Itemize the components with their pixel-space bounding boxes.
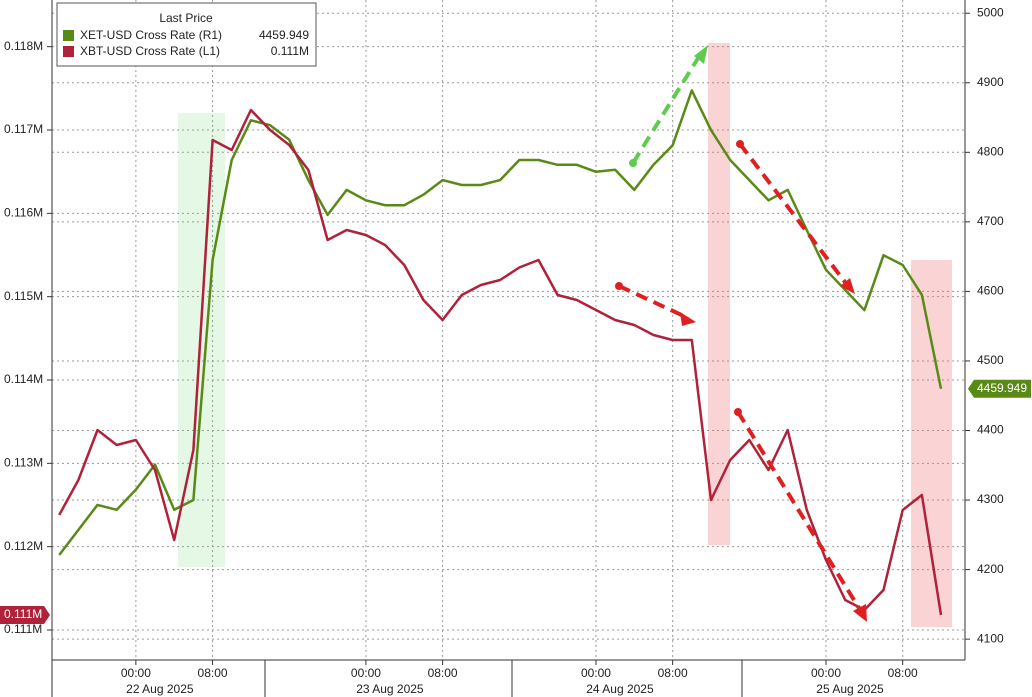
- y2-tick-label: 4900: [977, 75, 1004, 89]
- grid: [52, 0, 965, 660]
- legend: [56, 2, 317, 67]
- axes: 0.111M 0.112M 0.113M 0.114M 0.115M 0.116M 0.11…: [0, 5, 1031, 696]
- x-tick-label: 08:00: [658, 666, 688, 680]
- last-price-label: 4459.949: [977, 381, 1027, 395]
- highlight: [911, 260, 952, 627]
- y-tick-label: 0.118M: [4, 39, 43, 53]
- y2-tick-label: 4200: [977, 562, 1004, 576]
- arrow: [738, 142, 850, 288]
- date-label: 23 Aug 2025: [356, 682, 424, 696]
- date-label: 24 Aug 2025: [586, 682, 654, 696]
- y2-tick-label: 4100: [977, 631, 1004, 645]
- arrow-head: [694, 45, 708, 64]
- x-tick-label: 08:00: [428, 666, 458, 680]
- legend-label: XBT-USD Cross Rate (L1): [80, 44, 220, 58]
- last-price-badge: [968, 379, 1031, 398]
- date-label: 25 Aug 2025: [816, 682, 884, 696]
- arrow: [631, 53, 702, 165]
- arrow-head: [680, 312, 696, 326]
- legend-swatch: [63, 30, 74, 41]
- highlight: [708, 43, 730, 545]
- lines: [58, 89, 943, 616]
- arrow: [618, 284, 689, 320]
- x-tick-label: 00:00: [811, 666, 841, 680]
- y2-tick-label: 4400: [977, 423, 1004, 437]
- last-price-badge: [0, 606, 50, 624]
- legend-entries: XET-USD Cross Rate (R1) 4459.949 XBT-USD C…: [63, 28, 309, 58]
- arrow: [736, 410, 864, 615]
- x-tick-label: 00:00: [121, 666, 151, 680]
- y-tick-label: 0.114M: [4, 372, 43, 386]
- x-tick-label: 00:00: [351, 666, 381, 680]
- x-tick-label: 08:00: [888, 666, 918, 680]
- arrow-dot: [615, 282, 623, 290]
- arrow-head: [840, 278, 855, 294]
- legend-value: 4459.949: [259, 28, 309, 42]
- x-tick-label: 00:00: [581, 666, 611, 680]
- legend-swatch: [63, 46, 74, 57]
- y-tick-label: 0.113M: [4, 456, 43, 470]
- line: [58, 89, 943, 556]
- legend-value: 0.111M: [271, 44, 309, 58]
- y-tick-label: 0.111M: [4, 622, 42, 636]
- y2-tick-label: 4700: [977, 214, 1004, 228]
- last-price-label: 0.111M: [4, 607, 42, 621]
- legend-label: XET-USD Cross Rate (R1): [80, 28, 222, 42]
- line: [58, 108, 943, 616]
- arrow-dot: [734, 408, 742, 416]
- y2-tick-label: 4800: [977, 144, 1004, 158]
- y2-tick-label: 4600: [977, 284, 1004, 298]
- arrows: [618, 53, 864, 615]
- legend-title: Last Price: [159, 11, 213, 25]
- x-tick-label: 08:00: [198, 666, 228, 680]
- arrow-dot: [736, 140, 744, 148]
- arrow-head: [853, 604, 867, 622]
- y2-tick-label: 5000: [977, 5, 1004, 19]
- arrow-dot: [629, 159, 637, 167]
- y-tick-label: 0.116M: [4, 206, 43, 220]
- y2-tick-label: 4300: [977, 492, 1004, 506]
- y-tick-label: 0.117M: [4, 122, 43, 136]
- y-tick-label: 0.112M: [4, 539, 43, 553]
- y2-tick-label: 4500: [977, 353, 1004, 367]
- date-label: 22 Aug 2025: [126, 682, 194, 696]
- highlight: [178, 113, 225, 567]
- y-tick-label: 0.115M: [4, 289, 43, 303]
